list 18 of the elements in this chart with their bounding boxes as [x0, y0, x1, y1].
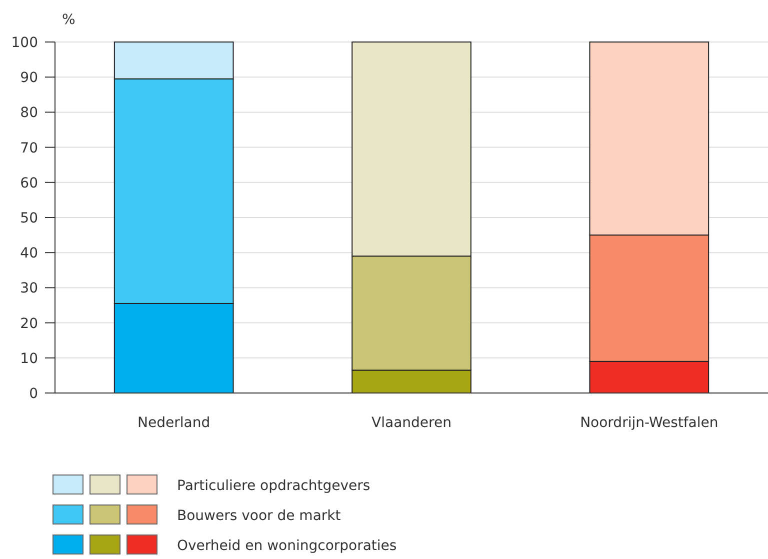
legend-label: Bouwers voor de markt	[177, 508, 342, 524]
y-tick-label: 70	[20, 140, 38, 156]
x-tick-label: Vlaanderen	[372, 415, 452, 431]
legend-label: Overheid en woningcorporaties	[177, 538, 397, 554]
x-tick-label: Noordrijn-Westfalen	[580, 415, 718, 431]
legend-label: Particuliere opdrachtgevers	[177, 478, 370, 494]
y-tick-label: 30	[20, 280, 38, 297]
x-tick-label: Nederland	[138, 415, 210, 431]
y-tick-label: 50	[20, 210, 38, 226]
y-tick-label: 20	[20, 316, 38, 332]
y-tick-label: 100	[11, 35, 38, 51]
y-tick-label: 40	[20, 246, 38, 262]
y-tick-label: 80	[20, 105, 38, 122]
y-tick-label: 10	[20, 350, 38, 367]
y-tick-label: 60	[20, 175, 38, 192]
y-axis-title: %	[62, 12, 76, 28]
y-tick-label: 90	[20, 70, 38, 86]
y-tick-label: 0	[29, 386, 38, 402]
